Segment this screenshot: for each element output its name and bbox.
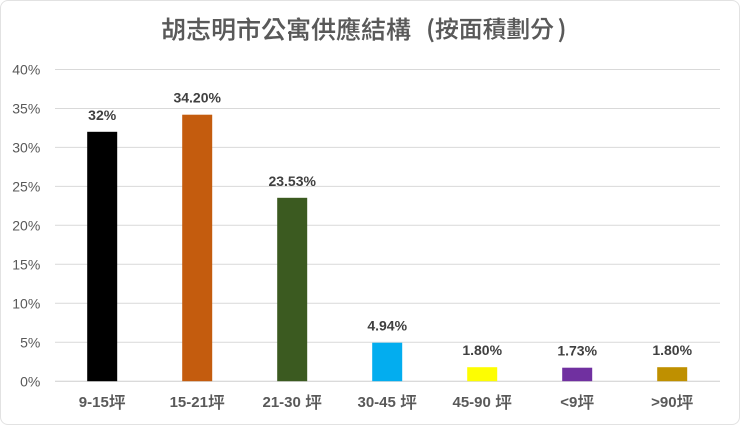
svg-text:35%: 35% xyxy=(12,101,40,117)
svg-text:10%: 10% xyxy=(12,296,40,312)
svg-text:1.73%: 1.73% xyxy=(557,343,597,359)
svg-text:0%: 0% xyxy=(20,373,40,389)
svg-text:20%: 20% xyxy=(12,218,40,234)
svg-text:45-90: 45-90 xyxy=(453,394,491,411)
svg-text:34.20%: 34.20% xyxy=(173,90,221,106)
svg-text:23.53%: 23.53% xyxy=(268,173,316,189)
svg-text:32%: 32% xyxy=(88,107,117,123)
svg-text:30-45: 30-45 xyxy=(358,394,396,411)
svg-text:15-21: 15-21 xyxy=(170,394,208,411)
svg-text:40%: 40% xyxy=(12,62,40,78)
svg-text:5%: 5% xyxy=(20,334,40,350)
svg-text:1.80%: 1.80% xyxy=(462,342,502,358)
svg-text:21-30: 21-30 xyxy=(263,394,301,411)
svg-text:30%: 30% xyxy=(12,140,40,156)
svg-text:>90: >90 xyxy=(651,394,676,411)
svg-text:15%: 15% xyxy=(12,257,40,273)
svg-text:1.80%: 1.80% xyxy=(652,342,692,358)
svg-text:4.94%: 4.94% xyxy=(367,318,407,334)
svg-text:9-15: 9-15 xyxy=(79,394,109,411)
svg-text:<9: <9 xyxy=(560,394,577,411)
svg-text:25%: 25% xyxy=(12,179,40,195)
